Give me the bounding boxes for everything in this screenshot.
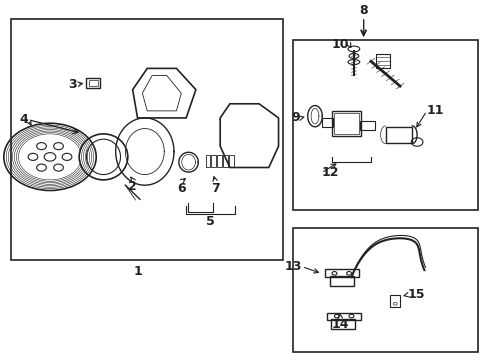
Bar	[326, 312, 361, 320]
Circle shape	[37, 143, 46, 150]
Text: 10: 10	[331, 38, 348, 51]
Bar	[322, 118, 332, 127]
Text: 8: 8	[359, 4, 367, 17]
Bar	[11, 19, 283, 260]
Circle shape	[28, 153, 38, 161]
Bar	[211, 155, 216, 167]
Bar	[217, 155, 222, 167]
Text: 13: 13	[284, 260, 301, 273]
Circle shape	[37, 164, 46, 171]
Bar	[205, 155, 210, 167]
Bar	[330, 319, 354, 329]
Bar	[228, 155, 233, 167]
Bar	[86, 78, 100, 88]
Text: 3: 3	[68, 78, 77, 91]
Bar	[292, 228, 477, 351]
Text: 15: 15	[407, 288, 424, 301]
Text: 4: 4	[20, 113, 28, 126]
Text: 11: 11	[426, 104, 444, 117]
Text: 6: 6	[177, 182, 185, 195]
Circle shape	[62, 153, 72, 161]
Bar	[360, 121, 374, 130]
Bar	[329, 276, 353, 286]
Bar	[324, 269, 358, 277]
Text: 5: 5	[205, 215, 214, 228]
Bar	[389, 295, 399, 307]
Bar	[331, 111, 361, 136]
Circle shape	[54, 164, 63, 171]
Text: 1: 1	[133, 265, 142, 278]
Bar	[292, 40, 477, 210]
Text: 14: 14	[331, 318, 348, 331]
Text: 7: 7	[210, 182, 219, 195]
Text: 2: 2	[128, 180, 137, 193]
Circle shape	[54, 143, 63, 150]
Text: 9: 9	[291, 112, 300, 125]
Bar	[334, 113, 358, 134]
Text: 12: 12	[321, 166, 338, 179]
Bar	[89, 80, 98, 86]
Bar	[223, 155, 227, 167]
Circle shape	[44, 153, 56, 161]
Bar	[385, 127, 411, 143]
